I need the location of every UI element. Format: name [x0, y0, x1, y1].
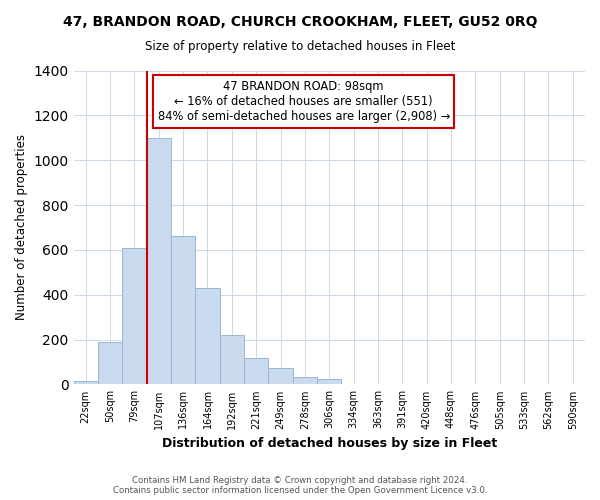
- Bar: [244, 358, 268, 384]
- Text: Contains HM Land Registry data © Crown copyright and database right 2024.
Contai: Contains HM Land Registry data © Crown c…: [113, 476, 487, 495]
- Bar: [146, 138, 171, 384]
- Bar: [196, 288, 220, 384]
- Y-axis label: Number of detached properties: Number of detached properties: [15, 134, 28, 320]
- Bar: [74, 381, 98, 384]
- Bar: [98, 342, 122, 384]
- Bar: [293, 376, 317, 384]
- Text: 47, BRANDON ROAD, CHURCH CROOKHAM, FLEET, GU52 0RQ: 47, BRANDON ROAD, CHURCH CROOKHAM, FLEET…: [63, 15, 537, 29]
- Bar: [268, 368, 293, 384]
- Bar: [220, 335, 244, 384]
- Bar: [171, 236, 196, 384]
- Bar: [317, 379, 341, 384]
- Bar: [122, 248, 146, 384]
- Text: Size of property relative to detached houses in Fleet: Size of property relative to detached ho…: [145, 40, 455, 53]
- X-axis label: Distribution of detached houses by size in Fleet: Distribution of detached houses by size …: [161, 437, 497, 450]
- Text: 47 BRANDON ROAD: 98sqm
← 16% of detached houses are smaller (551)
84% of semi-de: 47 BRANDON ROAD: 98sqm ← 16% of detached…: [158, 80, 450, 123]
